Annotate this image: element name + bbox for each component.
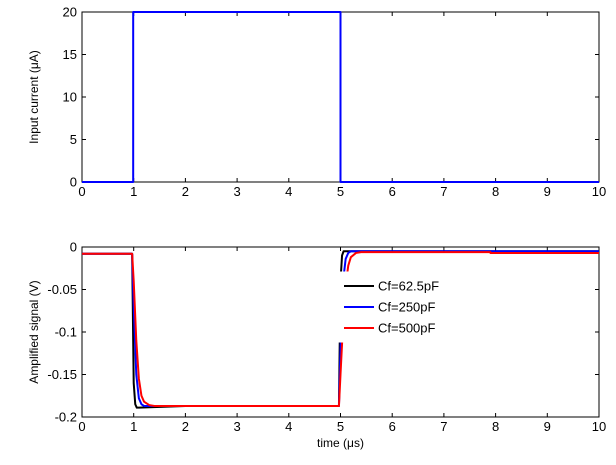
x-tick-label: 3 bbox=[233, 184, 240, 199]
x-tick-label: 2 bbox=[182, 184, 189, 199]
x-tick-label: 1 bbox=[130, 184, 137, 199]
x-tick-label: 6 bbox=[389, 184, 396, 199]
y-tick-label: 10 bbox=[63, 90, 77, 105]
x-tick-label: 1 bbox=[130, 419, 137, 434]
x-tick-label: 10 bbox=[592, 419, 606, 434]
amplified-signal-chart: 0 1 2 3 4 5 6 7 8 9 10 0 -0.05 -0.1 -0.15 -0.2 Amplified… bbox=[27, 240, 606, 451]
x-tick-label: 7 bbox=[440, 184, 447, 199]
y-axis-label: Amplified signal (V) bbox=[27, 280, 41, 383]
series-line-cf-500pf bbox=[82, 251, 599, 407]
x-tick-label: 8 bbox=[492, 419, 499, 434]
y-tick-label: 5 bbox=[70, 132, 77, 147]
y-tick-label: -0.15 bbox=[47, 367, 77, 382]
x-tick-label: 4 bbox=[285, 419, 292, 434]
x-tick-label: 3 bbox=[233, 419, 240, 434]
x-tick-label: 9 bbox=[544, 184, 551, 199]
x-tick-label: 5 bbox=[337, 184, 344, 199]
x-tick-label: 8 bbox=[492, 184, 499, 199]
legend: Cf=62.5pF Cf=250pF Cf=500pF bbox=[337, 271, 467, 343]
x-tick-label: 4 bbox=[285, 184, 292, 199]
x-axis-label: time (μs) bbox=[317, 436, 364, 450]
y-tick-label: -0.2 bbox=[55, 410, 77, 425]
legend-label: Cf=500pF bbox=[378, 321, 436, 336]
x-tick-label: 2 bbox=[182, 419, 189, 434]
x-tick-label: 0 bbox=[78, 184, 85, 199]
x-tick-label: 5 bbox=[337, 419, 344, 434]
y-tick-label: 0 bbox=[70, 175, 77, 190]
y-tick-label: 20 bbox=[63, 5, 77, 20]
y-tick-label: -0.1 bbox=[55, 325, 77, 340]
x-tick-label: 0 bbox=[78, 419, 85, 434]
series-line bbox=[82, 11, 599, 183]
x-tick-label: 7 bbox=[440, 419, 447, 434]
y-tick-label: 0 bbox=[70, 240, 77, 255]
y-axis-label: Input current (μA) bbox=[27, 50, 41, 144]
x-tick-label: 6 bbox=[389, 419, 396, 434]
legend-label: Cf=250pF bbox=[378, 300, 436, 315]
y-tick-label: -0.05 bbox=[47, 282, 77, 297]
input-current-chart: 0 1 2 3 4 5 6 7 8 9 10 0 5 10 15 20 Input current (μA) bbox=[27, 5, 606, 200]
x-tick-label: 9 bbox=[544, 419, 551, 434]
x-tick-label: 10 bbox=[592, 184, 606, 199]
y-tick-label: 15 bbox=[63, 47, 77, 62]
legend-label: Cf=62.5pF bbox=[378, 279, 439, 294]
